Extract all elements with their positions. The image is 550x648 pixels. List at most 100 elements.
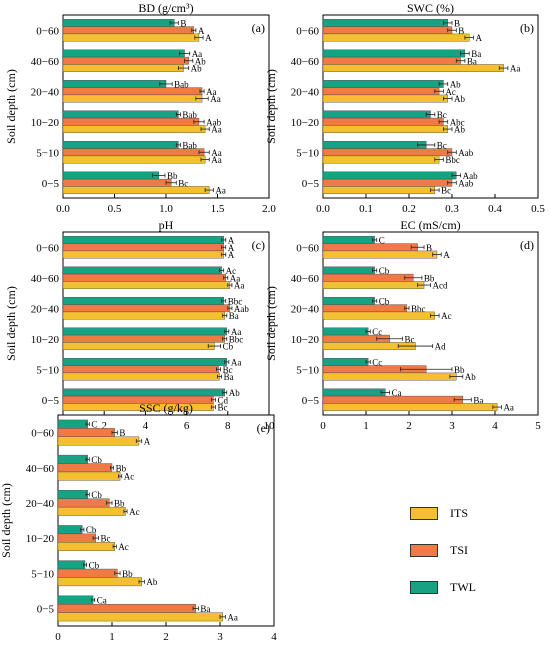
bar-tsi xyxy=(322,273,414,282)
bar-twl xyxy=(322,388,386,397)
legend: ITS TSI TWL xyxy=(410,506,530,617)
bar-its xyxy=(322,94,448,103)
x-tick-label: 4 xyxy=(492,420,498,432)
plot-frame xyxy=(322,231,539,416)
x-tick-label: 0 xyxy=(55,631,61,643)
significance-label: Ba xyxy=(473,395,483,405)
bar-twl xyxy=(62,80,167,88)
significance-label: A xyxy=(144,437,151,447)
significance-label: Aa xyxy=(192,49,203,59)
significance-label: Aab xyxy=(458,178,473,188)
bar-tsi xyxy=(62,178,172,187)
significance-label: Bb xyxy=(424,273,435,283)
x-tick-label: 3 xyxy=(449,420,455,432)
bar-its xyxy=(322,311,436,320)
significance-label: Bbc xyxy=(445,155,460,165)
bar-twl xyxy=(322,358,369,366)
significance-label: A xyxy=(198,26,205,36)
x-tick-label: 2 xyxy=(406,420,412,432)
bar-its xyxy=(62,281,231,289)
bar-its xyxy=(322,403,498,411)
x-tick-label: 5 xyxy=(535,420,541,432)
significance-label: Bbc xyxy=(228,296,243,306)
significance-label: Ac xyxy=(118,542,129,552)
legend-swatch-twl xyxy=(410,580,438,594)
bar-its xyxy=(57,542,115,551)
y-tick-label: 20−40 xyxy=(26,498,55,510)
y-axis-label: Soil depth (cm) xyxy=(264,69,278,144)
significance-label: Ca xyxy=(97,595,107,605)
significance-label: A xyxy=(228,250,235,260)
significance-label: Aa xyxy=(211,155,222,165)
y-tick-label: 5−10 xyxy=(296,364,319,376)
bar-its xyxy=(57,471,121,481)
significance-label: Ac xyxy=(124,472,135,482)
y-tick-label: 10−20 xyxy=(26,533,55,545)
panel-c: pH(c)Soil depth (cm)02468100−60AAA40−60A… xyxy=(4,218,275,432)
x-tick-label: 2.0 xyxy=(262,203,276,215)
y-tick-label: 5−10 xyxy=(296,147,319,159)
bar-tsi xyxy=(62,26,195,35)
significance-label: Ab xyxy=(229,388,240,398)
significance-label: Bc xyxy=(437,110,447,120)
significance-label: Ac xyxy=(445,87,456,97)
bar-its xyxy=(322,250,438,259)
bar-tsi xyxy=(62,148,205,157)
panel-e: SSC (g/kg)(e)Soil depth (cm)0 1 2 3 40−60CBA… xyxy=(0,401,277,643)
y-axis-label: Soil depth (cm) xyxy=(0,483,13,558)
bar-twl xyxy=(62,110,179,119)
y-tick-label: 0−60 xyxy=(36,25,59,37)
bar-its xyxy=(62,186,210,194)
significance-label: Ac xyxy=(441,311,452,321)
significance-label: C xyxy=(91,420,97,430)
bar-twl xyxy=(57,595,94,605)
significance-label: Acd xyxy=(433,281,448,291)
bar-tsi xyxy=(62,243,224,252)
bar-tsi xyxy=(62,87,203,96)
significance-label: Ba xyxy=(467,56,477,66)
significance-label: Cb xyxy=(91,490,102,500)
bar-twl xyxy=(322,327,369,336)
bar-its xyxy=(57,436,140,446)
legend-item-tsi: TSI xyxy=(410,543,530,557)
bar-tsi xyxy=(322,148,453,157)
bar-twl xyxy=(322,141,427,149)
significance-label: Cb xyxy=(379,266,390,276)
significance-label: Ad xyxy=(435,342,446,352)
y-tick-label: 40−60 xyxy=(291,273,320,285)
chart-title: SSC (g/kg) xyxy=(139,401,193,415)
significance-label: A xyxy=(228,243,235,253)
y-tick-label: 10−20 xyxy=(291,334,320,346)
significance-label: Aab xyxy=(458,148,473,158)
x-tick-label: 1.5 xyxy=(211,203,225,215)
y-axis-label: Soil depth (cm) xyxy=(4,286,18,361)
significance-label: Aa xyxy=(510,64,521,74)
bar-its xyxy=(322,33,470,42)
significance-label: Bab xyxy=(174,79,189,89)
bar-tsi xyxy=(62,117,200,126)
panel-label: (d) xyxy=(520,238,534,252)
significance-label: Ac xyxy=(129,507,140,517)
y-tick-label: 0−60 xyxy=(31,428,54,440)
x-tick-label: 0.4 xyxy=(488,203,502,215)
y-tick-label: 20−40 xyxy=(291,86,320,98)
y-tick-label: 0−60 xyxy=(36,242,59,254)
bar-its xyxy=(62,33,200,42)
bar-twl xyxy=(322,110,431,119)
y-tick-label: 20−40 xyxy=(31,86,60,98)
x-tick-label: 0.3 xyxy=(445,203,459,215)
significance-label: Bc xyxy=(441,186,451,196)
significance-label: Bbc xyxy=(411,304,426,314)
significance-label: Aa xyxy=(231,327,242,337)
bar-tsi xyxy=(57,463,113,473)
plot-frame xyxy=(57,414,275,627)
bar-its xyxy=(57,612,223,622)
x-tick-label: 0.1 xyxy=(359,203,373,215)
panel-d: EC (mS/cm) (d) Soil depth (cm) 0 1 2 3 4 5 0−60 C B… xyxy=(264,218,541,432)
bar-twl xyxy=(62,49,185,58)
y-tick-label: 5−10 xyxy=(36,147,59,159)
bar-tsi xyxy=(322,56,461,65)
x-tick-label: 2 xyxy=(101,420,107,432)
bar-twl xyxy=(62,141,179,149)
y-tick-label: 20−40 xyxy=(291,303,320,315)
